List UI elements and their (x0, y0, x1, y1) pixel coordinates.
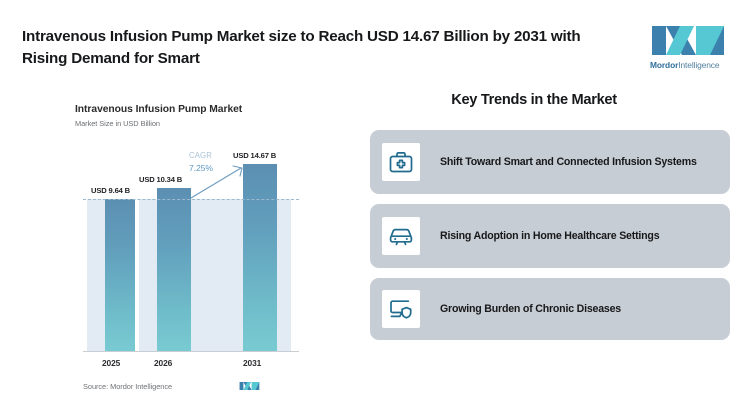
page-title: Intravenous Infusion Pump Market size to… (22, 28, 581, 67)
trend-card-1[interactable]: Shift Toward Smart and Connected Infusio… (370, 130, 730, 194)
trend-card-2-label: Rising Adoption in Home Healthcare Setti… (440, 229, 660, 242)
chart-source-row: Source: Mordor Intelligence (83, 380, 299, 392)
logo-wordmark: MordorIntelligence (650, 60, 734, 70)
bar-value-label-2025: USD 9.64 B (91, 186, 131, 195)
trend-card-2[interactable]: Rising Adoption in Home Healthcare Setti… (370, 204, 730, 268)
reference-dashed-line (83, 199, 299, 200)
chart-plot-area: USD 9.64 B USD 10.34 B USD 14.67 B CAGR … (83, 151, 299, 368)
chart-source-text: Source: Mordor Intelligence (83, 381, 173, 391)
trend-card-list: Shift Toward Smart and Connected Infusio… (370, 130, 730, 350)
bar-2031 (243, 164, 277, 352)
x-tick-2026: 2026 (154, 358, 173, 368)
x-axis-line (83, 351, 299, 352)
bar-value-label-2031: USD 14.67 B (233, 151, 277, 160)
x-tick-2025: 2025 (102, 358, 121, 368)
key-trends-title: Key Trends in the Market (451, 92, 617, 108)
brand-logo: MordorIntelligence (650, 24, 734, 76)
logo-word-light: Intelligence (678, 60, 720, 70)
x-tick-2031: 2031 (243, 358, 262, 368)
chart-title: Intravenous Infusion Pump Market (75, 104, 243, 115)
monitor-shield-icon (382, 290, 420, 328)
medical-kit-icon (382, 143, 420, 181)
car-front-icon (382, 217, 420, 255)
logo-word-bold: Mordor (650, 60, 679, 70)
bar-value-label-2026: USD 10.34 B (139, 175, 183, 184)
trend-card-3-label: Growing Burden of Chronic Diseases (440, 302, 621, 315)
key-trends-panel: Key Trends in the Market Shift Toward Sm… (370, 92, 730, 404)
mordor-logo-icon (652, 26, 724, 55)
chart-subtitle: Market Size in USD Billion (75, 119, 160, 129)
bar-2025 (105, 199, 135, 352)
header: Intravenous Infusion Pump Market size to… (0, 0, 750, 88)
mordor-mini-logo-icon (239, 382, 260, 390)
cagr-value: 7.25% (189, 163, 213, 173)
trend-card-3[interactable]: Growing Burden of Chronic Diseases (370, 278, 730, 340)
chart-panel: Intravenous Infusion Pump Market Market … (75, 104, 305, 400)
trend-card-1-label: Shift Toward Smart and Connected Infusio… (440, 155, 697, 168)
bar-2026 (157, 188, 191, 352)
cagr-label: CAGR (189, 151, 212, 160)
